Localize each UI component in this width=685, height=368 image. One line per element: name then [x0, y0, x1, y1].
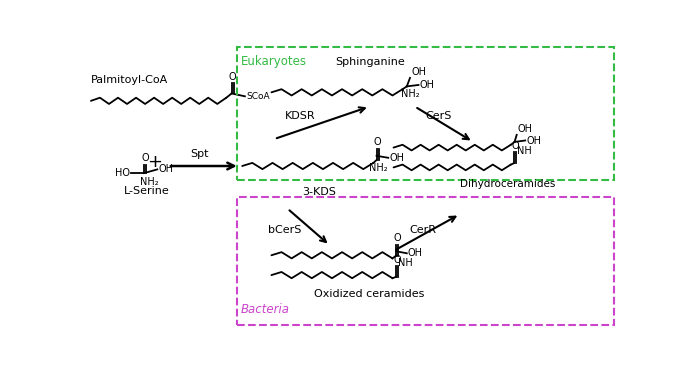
- Text: OH: OH: [518, 124, 533, 134]
- Text: +: +: [147, 153, 162, 171]
- Text: O: O: [511, 141, 519, 151]
- Text: OH: OH: [419, 80, 434, 90]
- Text: Palmitoyl-CoA: Palmitoyl-CoA: [91, 75, 169, 85]
- Text: OH: OH: [408, 248, 423, 258]
- Text: OH: OH: [411, 67, 426, 77]
- Text: O: O: [141, 153, 149, 163]
- Text: Spt: Spt: [190, 149, 209, 159]
- Text: O: O: [228, 71, 236, 82]
- Text: Dihydroceramides: Dihydroceramides: [460, 179, 556, 189]
- Text: KDSR: KDSR: [285, 112, 315, 121]
- Text: L-Serine: L-Serine: [124, 186, 170, 196]
- Text: NH₂: NH₂: [140, 177, 159, 187]
- Text: NH: NH: [398, 258, 413, 268]
- Text: Oxidized ceramides: Oxidized ceramides: [314, 289, 425, 299]
- Text: bCerS: bCerS: [268, 225, 301, 235]
- Text: Sphinganine: Sphinganine: [335, 57, 405, 67]
- Text: OH: OH: [389, 153, 404, 163]
- Text: Bacteria: Bacteria: [240, 303, 290, 316]
- Text: CerR: CerR: [409, 225, 436, 235]
- Text: O: O: [393, 233, 401, 243]
- Text: HO: HO: [114, 168, 129, 178]
- Text: 3-KDS: 3-KDS: [302, 187, 336, 197]
- Text: OH: OH: [526, 135, 541, 145]
- Text: CerS: CerS: [425, 112, 452, 121]
- Text: NH₂: NH₂: [369, 163, 388, 173]
- Text: O: O: [393, 255, 401, 265]
- Text: OH: OH: [158, 164, 173, 174]
- Text: Eukaryotes: Eukaryotes: [240, 56, 307, 68]
- Text: NH: NH: [516, 146, 532, 156]
- Text: SCoA: SCoA: [246, 92, 270, 101]
- Text: NH₂: NH₂: [401, 89, 419, 99]
- Text: O: O: [374, 137, 382, 147]
